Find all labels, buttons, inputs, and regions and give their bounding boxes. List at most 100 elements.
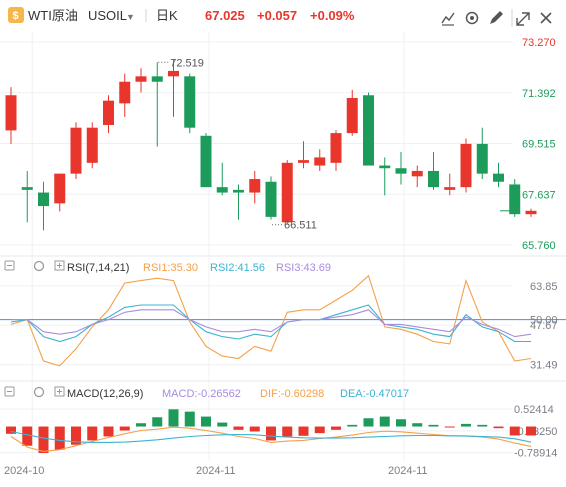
y-tick-label: 73.270 (522, 37, 556, 49)
candle-body (444, 187, 456, 190)
screenshot-icon[interactable] (516, 12, 530, 26)
rsi-line-rsi3 (11, 309, 532, 338)
macd-histogram-bar (136, 423, 146, 427)
dea-line (10, 430, 532, 443)
candle-body (460, 143, 472, 188)
candle-body (493, 173, 504, 182)
add-indicator-icon-plus (57, 389, 62, 394)
price-change-percent: +0.09% (310, 8, 355, 23)
add-indicator-icon (54, 260, 65, 271)
candle (249, 170, 261, 204)
y-tick-label: 0.52414 (514, 404, 554, 416)
series-legend: RSI1:35.30 (143, 262, 198, 274)
candle-body (5, 95, 17, 131)
symbol-code: USOIL (88, 8, 127, 23)
candle-body (168, 70, 179, 77)
macd-histogram-bar (396, 419, 406, 427)
candle (70, 122, 82, 180)
collapse-panel-icon (4, 260, 15, 271)
close-icon[interactable] (540, 12, 552, 24)
macd-histogram-bar (428, 424, 439, 427)
candle (184, 73, 196, 134)
candle (86, 122, 98, 169)
indicator-name: RSI(7,14,21) (67, 262, 129, 274)
candle (411, 165, 423, 188)
macd-histogram-bar (168, 409, 179, 427)
settings-icon[interactable] (465, 11, 479, 25)
macd-histogram-bar (201, 416, 211, 427)
candle-body (395, 168, 407, 174)
annotation-label: 72.519 (170, 57, 204, 69)
candlestick-panel: 73.270 71.392 69.515 67.637 65.760 72.519 66.5… (0, 32, 556, 460)
candle (379, 157, 391, 196)
macd-histogram-bar (103, 426, 114, 437)
candle-body (363, 95, 374, 166)
candle-body (330, 133, 342, 163)
macd-histogram-bar (152, 417, 163, 427)
last-price: 67.025 (205, 8, 245, 23)
macd-histogram-bar (249, 426, 260, 432)
rsi-line-rsi1 (10, 274, 532, 367)
candle (54, 173, 66, 212)
candle-body (509, 184, 521, 215)
macd-histogram-bar (444, 426, 455, 428)
candle-body (314, 157, 326, 166)
candle-body (86, 127, 98, 163)
collapse-panel-icon (4, 386, 15, 397)
candle (5, 87, 17, 144)
add-indicator-icon (54, 386, 65, 397)
y-tick-label: -0.78914 (514, 448, 557, 460)
candle-body (298, 160, 309, 163)
candle-body (119, 81, 131, 104)
pen-icon[interactable] (490, 11, 503, 24)
macd-histogram-bar (347, 424, 358, 427)
settings-icon (33, 386, 45, 398)
candle (216, 162, 228, 196)
candle-body (476, 143, 488, 174)
macd-histogram-bar (282, 426, 293, 437)
x-tick-label: 2024-10 (4, 465, 44, 477)
series-legend: DIF:-0.60298 (260, 388, 324, 400)
macd-histogram-bar (526, 426, 536, 436)
period-selector[interactable]: 日K (156, 8, 178, 23)
macd-histogram-bar (119, 426, 130, 431)
x-tick-label: 2024-11 (388, 465, 428, 477)
price-change: +0.057 (257, 8, 297, 23)
x-tick-label: 2024-11 (196, 465, 236, 477)
candle (281, 160, 293, 225)
svg-text:$: $ (13, 10, 19, 22)
macd-histogram-bar (233, 426, 244, 430)
header-bar: $ WTI原油 USOIL ▼ 日K 67.025 +0.057 +0.09% (8, 7, 552, 27)
candle-body (151, 76, 163, 82)
candle (135, 68, 147, 93)
macd-histogram-bar (217, 422, 228, 427)
add-indicator-icon-plus (57, 263, 62, 268)
macd-histogram-bar (87, 426, 98, 441)
settings-icon (33, 260, 45, 272)
candle-body (200, 135, 212, 188)
candle (428, 152, 439, 190)
candle-body (525, 210, 537, 215)
candle (330, 130, 342, 171)
candle-body (428, 170, 439, 188)
macd-histogram-bar (184, 411, 195, 427)
candle (395, 152, 407, 185)
candle (460, 138, 472, 193)
candle (103, 95, 114, 134)
candle (233, 184, 244, 220)
draw-tool-icon[interactable] (440, 10, 456, 26)
y-tick-label: 69.515 (522, 139, 556, 151)
candle (314, 149, 326, 171)
candle-body (216, 187, 228, 193)
rsi-panel: RSI(7,14,21) RSI1:35.30 RSI2:41.56 RSI3:43.… (0, 260, 566, 372)
candle (151, 62, 163, 147)
candle-body (70, 127, 82, 174)
macd-histogram-bar (22, 426, 33, 446)
y-tick-label: 50.00 (530, 315, 558, 327)
series-legend: MACD:-0.26562 (162, 388, 241, 400)
symbol-selector[interactable]: $ WTI原油 USOIL ▼ (8, 7, 135, 23)
rsi-line-rsi2 (10, 304, 531, 343)
candle (265, 176, 277, 220)
